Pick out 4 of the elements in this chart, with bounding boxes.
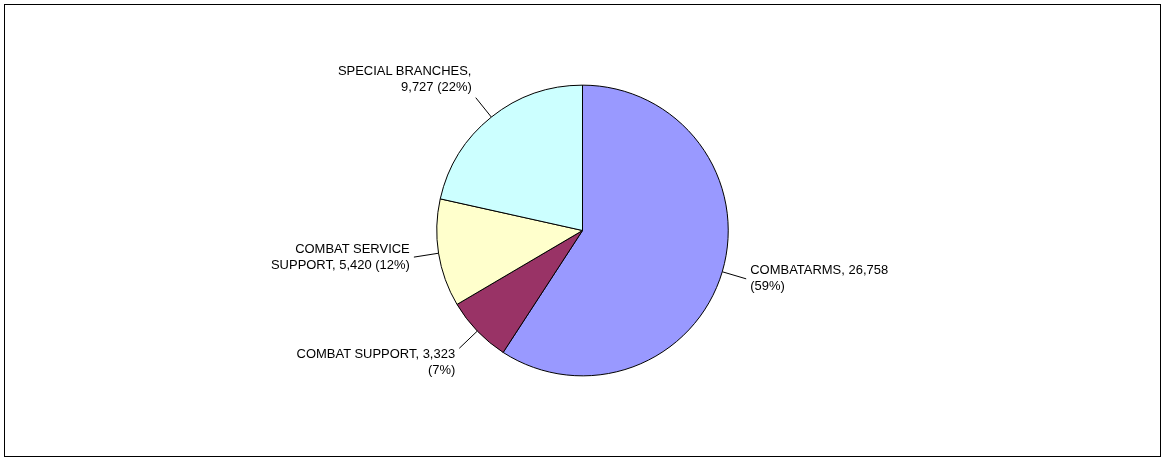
slice-label: COMBATARMS, 26,758 (59%) — [750, 262, 889, 294]
slice-label: COMBAT SUPPORT, 3,323 (7%) — [296, 345, 456, 377]
slice-label: SPECIAL BRANCHES, 9,727 (22%) — [337, 63, 472, 95]
slice-label: COMBAT SERVICE SUPPORT, 5,420 (12%) — [270, 240, 411, 272]
